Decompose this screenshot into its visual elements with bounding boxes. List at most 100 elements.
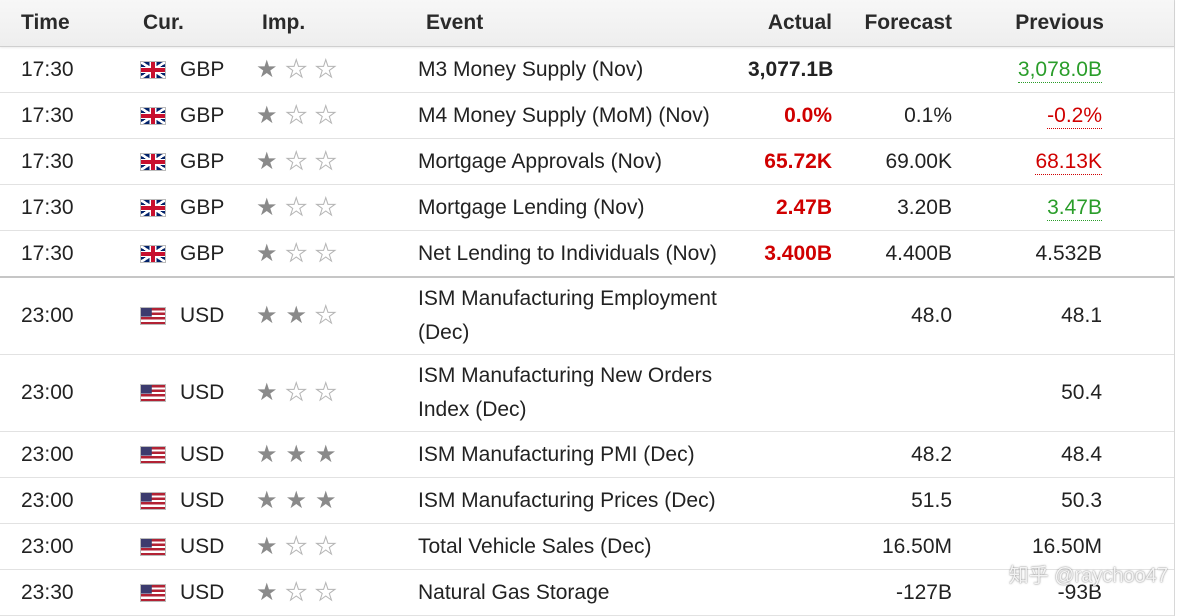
header-currency[interactable]: Cur.	[143, 11, 184, 34]
star-empty-icon: ★	[315, 379, 337, 406]
star-filled-icon: ★	[256, 379, 278, 406]
currency-code: GBP	[180, 57, 225, 81]
event-name[interactable]: Natural Gas Storage	[418, 576, 748, 610]
currency-cell: GBP	[120, 104, 238, 128]
table-row[interactable]: 23:00 USD ★ ★ ★ Total Vehicle Sales (Dec) 16.5…	[0, 524, 1174, 570]
event-name[interactable]: ISM Manufacturing Prices (Dec)	[418, 484, 748, 518]
star-empty-icon: ★	[315, 147, 337, 175]
forecast-value: 4.400B	[885, 241, 952, 265]
forecast-value: 51.5	[911, 488, 952, 512]
event-time: 17:30	[21, 149, 74, 173]
currency-code: GBP	[180, 149, 225, 173]
event-name[interactable]: ISM Manufacturing PMI (Dec)	[418, 438, 748, 472]
event-name[interactable]: Total Vehicle Sales (Dec)	[418, 530, 748, 564]
event-name-line1: Mortgage Lending (Nov)	[418, 195, 645, 219]
forecast-value: 69.00K	[885, 149, 952, 173]
uk-flag-icon	[140, 244, 166, 263]
forecast-value: 0.1%	[904, 103, 952, 127]
previous-value[interactable]: 68.13K	[1035, 149, 1102, 175]
star-empty-icon: ★	[285, 578, 308, 606]
header-previous[interactable]: Previous	[1015, 11, 1104, 34]
previous-value[interactable]: 3,078.0B	[1017, 57, 1102, 83]
event-name[interactable]: Mortgage Lending (Nov)	[418, 191, 748, 225]
previous-cell: 48.4	[952, 443, 1102, 467]
currency-cell: USD	[120, 489, 238, 513]
forecast-value: 48.0	[911, 304, 952, 327]
importance-stars: ★ ★ ★	[238, 379, 418, 406]
event-name[interactable]: Mortgage Approvals (Nov)	[418, 145, 748, 179]
header-time[interactable]: Time	[21, 11, 70, 34]
event-time: 23:00	[21, 381, 74, 404]
previous-value: 48.1	[1061, 304, 1102, 327]
table-row[interactable]: 23:30 USD ★ ★ ★ Natural Gas Storage -127B -93B	[0, 570, 1174, 616]
star-filled-icon: ★	[285, 302, 308, 329]
event-name[interactable]: ISM Manufacturing Employment (Dec)	[418, 282, 748, 350]
table-row[interactable]: 23:00 USD ★ ★ ★ ISM Manufacturing PMI (Dec) 48…	[0, 432, 1174, 478]
table-row[interactable]: 17:30 GBP ★ ★ ★ Mortgage Approvals (Nov) 65.72…	[0, 139, 1174, 185]
event-name[interactable]: ISM Manufacturing New Orders Index (Dec)	[418, 359, 748, 427]
table-row[interactable]: 17:30 GBP ★ ★ ★ Mortgage Lending (Nov) 2.47B 3.…	[0, 185, 1174, 231]
previous-value: 50.4	[1061, 381, 1102, 404]
currency-cell: GBP	[120, 150, 238, 174]
currency-code: USD	[180, 381, 225, 404]
table-row[interactable]: 23:00 USD ★ ★ ★ ISM Manufacturing New Orders I…	[0, 355, 1174, 432]
watermark: 知乎 @raychoo47	[1008, 565, 1168, 587]
table-row[interactable]: 17:30 GBP ★ ★ ★ Net Lending to Individuals (N…	[0, 231, 1174, 278]
actual-value: 65.72K	[764, 149, 832, 173]
table-row[interactable]: 17:30 GBP ★ ★ ★ M4 Money Supply (MoM) (Nov) 0.…	[0, 93, 1174, 139]
table-row[interactable]: 23:00 USD ★ ★ ★ ISM Manufacturing Employment (…	[0, 278, 1174, 355]
event-time: 23:00	[21, 442, 74, 466]
star-filled-icon: ★	[315, 440, 337, 468]
importance-stars: ★ ★ ★	[238, 147, 418, 175]
star-filled-icon: ★	[256, 486, 278, 514]
star-empty-icon: ★	[285, 147, 308, 175]
currency-code: USD	[180, 580, 225, 604]
star-filled-icon: ★	[256, 440, 278, 468]
event-name-line1: Net Lending to Individuals (Nov)	[418, 241, 717, 265]
event-name-line1: ISM Manufacturing New Orders	[418, 364, 713, 387]
previous-cell: -0.2%	[952, 103, 1102, 129]
event-name-line1: Mortgage Approvals (Nov)	[418, 149, 662, 173]
star-empty-icon: ★	[315, 239, 337, 267]
currency-cell: USD	[120, 443, 238, 467]
previous-value: -93B	[1057, 580, 1102, 604]
us-flag-icon	[140, 445, 166, 464]
header-forecast[interactable]: Forecast	[864, 11, 952, 34]
star-empty-icon: ★	[285, 239, 308, 267]
importance-stars: ★ ★ ★	[238, 195, 418, 220]
table-row[interactable]: 17:30 GBP ★ ★ ★ M3 Money Supply (Nov) 3,077.1B…	[0, 47, 1174, 93]
star-empty-icon: ★	[285, 532, 308, 560]
currency-code: GBP	[180, 195, 225, 219]
event-name-line1: ISM Manufacturing Prices (Dec)	[418, 488, 716, 512]
event-name[interactable]: M3 Money Supply (Nov)	[418, 53, 748, 87]
importance-stars: ★ ★ ★	[238, 101, 418, 129]
header-importance[interactable]: Imp.	[262, 11, 306, 34]
event-name-line1: Total Vehicle Sales (Dec)	[418, 534, 652, 558]
star-filled-icon: ★	[256, 101, 278, 129]
event-name-line1: M3 Money Supply (Nov)	[418, 57, 644, 81]
event-time: 17:30	[21, 57, 74, 81]
header-actual[interactable]: Actual	[767, 11, 832, 34]
actual-value: 3.400B	[764, 241, 832, 265]
header-event[interactable]: Event	[426, 11, 484, 34]
previous-value[interactable]: 3.47B	[1047, 195, 1102, 221]
currency-code: GBP	[180, 103, 225, 127]
star-filled-icon: ★	[256, 578, 278, 606]
event-time: 17:30	[21, 241, 74, 265]
event-name-line2: Index (Dec)	[418, 398, 527, 421]
actual-value: 0.0%	[784, 103, 832, 127]
currency-cell: USD	[120, 535, 238, 559]
event-time: 17:30	[21, 103, 74, 127]
event-name[interactable]: M4 Money Supply (MoM) (Nov)	[418, 99, 748, 133]
table-row[interactable]: 23:00 USD ★ ★ ★ ISM Manufacturing Prices (Dec…	[0, 478, 1174, 524]
event-time: 23:00	[21, 304, 74, 327]
star-empty-icon: ★	[315, 101, 337, 129]
star-empty-icon: ★	[315, 55, 337, 83]
event-name[interactable]: Net Lending to Individuals (Nov)	[418, 237, 748, 271]
previous-value[interactable]: -0.2%	[1047, 103, 1102, 129]
previous-cell: 50.4	[952, 381, 1102, 405]
previous-value: 48.4	[1061, 442, 1102, 466]
event-time: 23:30	[21, 580, 74, 604]
event-name-line1: ISM Manufacturing PMI (Dec)	[418, 442, 695, 466]
